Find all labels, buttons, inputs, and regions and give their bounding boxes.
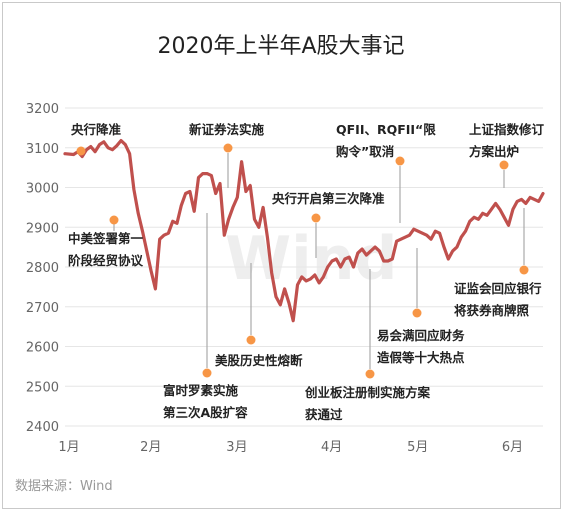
x-tick-labels: 1月 2月 3月 4月 5月 6月 [58, 440, 523, 455]
x-tick-label: 5月 [407, 440, 428, 455]
y-tick-label: 2400 [26, 420, 59, 435]
annotation-text: 第三次A股扩容 [163, 405, 248, 420]
annotation-dot [223, 143, 233, 153]
annotation-text: 中美签署第一 [68, 231, 144, 246]
annotation-dot [246, 335, 256, 345]
gridlines [65, 107, 543, 427]
x-tick-label: 4月 [321, 440, 342, 455]
annotation-text: 易会满回应财务 [377, 328, 465, 343]
annotation-dot [519, 265, 529, 275]
chart-svg: Wind 2020年上半年A股大事记 3200 3100 3000 2900 2800 2… [15, 34, 545, 494]
chart-frame: Wind 2020年上半年A股大事记 3200 3100 3000 2900 2800 2… [2, 2, 561, 509]
watermark: Wind [225, 224, 397, 294]
annotations: 央行降准中美签署第一阶段经贸协议新证券法实施富时罗素实施第三次A股扩容美股历史性… [68, 122, 545, 422]
data-source: 数据来源：Wind [15, 479, 113, 494]
annotation-text: 新证券法实施 [189, 122, 265, 137]
y-tick-labels: 3200 3100 3000 2900 2800 2700 2600 2500 2400 [26, 102, 59, 435]
chart-title: 2020年上半年A股大事记 [157, 34, 404, 59]
series-group [63, 139, 545, 323]
annotation-dot [365, 369, 375, 379]
annotation-text: 证监会回应银行 [454, 281, 542, 296]
annotation-text: 阶段经贸协议 [68, 253, 144, 268]
y-tick-label: 2700 [26, 301, 59, 316]
annotation-text: 富时罗素实施 [163, 383, 239, 398]
annotation-dot [395, 156, 405, 166]
annotation-text: 央行降准 [71, 122, 122, 137]
annotation-dot [202, 368, 212, 378]
annotation-text: QFII、RQFII“限 [336, 122, 436, 137]
y-tick-label: 3200 [26, 102, 59, 117]
annotation-text: 上证指数修订 [469, 122, 545, 137]
annotation-text: 造假等十大热点 [377, 350, 465, 365]
annotation-dot [109, 215, 119, 225]
x-tick-label: 1月 [58, 440, 79, 455]
annotation-text: 获通过 [305, 407, 343, 422]
annotation-dot [311, 213, 321, 223]
x-tick-label: 3月 [226, 440, 247, 455]
annotation-6: 央行开启第三次降准 [272, 191, 385, 258]
annotation-5: 美股历史性熔断 [215, 263, 303, 368]
annotation-text: 央行开启第三次降准 [272, 191, 385, 206]
x-tick-label: 2月 [140, 440, 161, 455]
y-tick-label: 3000 [26, 182, 59, 197]
annotation-dot [76, 146, 86, 156]
annotation-text: 创业板注册制实施方案 [304, 385, 431, 400]
annotation-text: 购令”取消 [336, 144, 395, 159]
annotation-text: 将获券商牌照 [454, 303, 530, 318]
annotation-8: QFII、RQFII“限购令”取消 [336, 122, 436, 223]
x-tick-label: 6月 [502, 440, 523, 455]
annotation-1: 央行降准 [71, 122, 122, 156]
series-line-0 [63, 139, 545, 323]
annotation-dot [412, 308, 422, 318]
annotation-3: 新证券法实施 [189, 122, 265, 188]
annotation-text: 美股历史性熔断 [215, 353, 303, 368]
y-tick-label: 2800 [26, 261, 59, 276]
y-tick-label: 2500 [26, 380, 59, 395]
y-tick-label: 3100 [26, 142, 59, 157]
y-tick-label: 2600 [26, 341, 59, 356]
y-tick-label: 2900 [26, 221, 59, 236]
annotation-text: 方案出炉 [469, 144, 519, 159]
annotation-dot [499, 160, 509, 170]
